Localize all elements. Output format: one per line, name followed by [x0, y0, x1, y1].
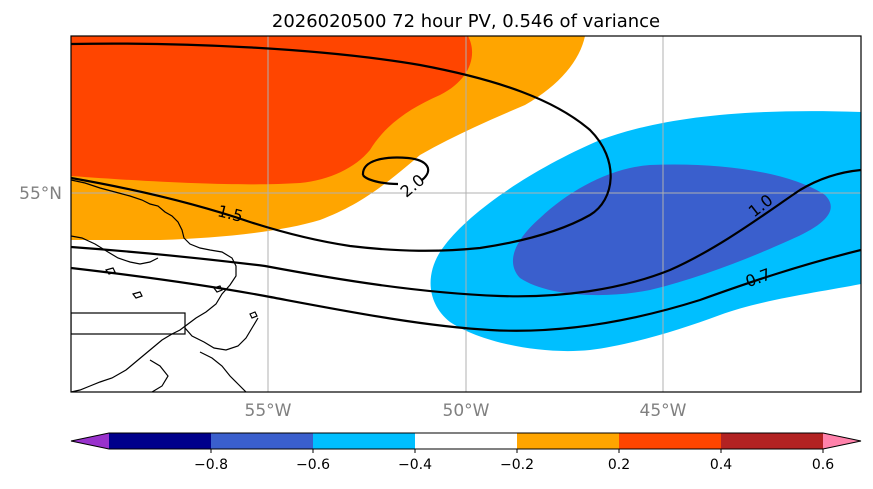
colorbar-outline — [70, 432, 862, 450]
coastline-labrador — [71, 179, 237, 392]
y-tick-label-55n: 55°N — [19, 184, 62, 204]
colorbar-tick-label: 0.4 — [710, 457, 732, 473]
map-frame — [70, 35, 862, 393]
colorbar-tick-label: −0.8 — [194, 457, 228, 473]
map-area: 2.0 1.5 1.0 0.7 — [71, 36, 861, 392]
colorbar-segment — [109, 433, 212, 449]
inset-box — [71, 312, 186, 335]
coastline-newfoundland — [184, 317, 259, 392]
colorbar-tick-label: −0.2 — [500, 457, 534, 473]
contour-line-2-0 — [361, 156, 430, 186]
colorbar-segment — [415, 433, 518, 449]
x-tick-label-50w: 50°W — [443, 401, 490, 421]
x-tick-label-45w: 45°W — [640, 401, 687, 421]
contour-lines — [71, 42, 861, 332]
coastline-nova-region — [149, 359, 169, 392]
island-3 — [213, 285, 223, 293]
colorbar-tick-label: −0.4 — [398, 457, 432, 473]
coastlines — [71, 179, 259, 392]
chart-title: 2026020500 72 hour PV, 0.546 of variance — [272, 11, 660, 32]
island-4 — [249, 311, 258, 319]
colorbar-extend-low — [71, 433, 109, 449]
colorbar-extend-high — [823, 433, 861, 449]
contour-line-0-7 — [71, 248, 861, 332]
contour-line-1-0 — [71, 168, 861, 298]
colorbar-tick-label: 0.2 — [608, 457, 630, 473]
negative-anomaly-core-fill — [512, 164, 831, 296]
contour-line-1-5-outer — [71, 42, 612, 252]
colorbar-tick-label: −0.6 — [296, 457, 330, 473]
positive-anomaly-core-fill — [71, 36, 473, 185]
island-2 — [131, 291, 143, 299]
x-tick-label-55w: 55°W — [245, 401, 292, 421]
colorbar-segment — [313, 433, 416, 449]
gridlines — [71, 36, 861, 392]
colorbar-segment — [211, 433, 314, 449]
colorbar: −0.8−0.6−0.4−0.20.20.40.60.8 — [70, 432, 862, 473]
colorbar-tick-label: 0.6 — [812, 457, 834, 473]
colorbar-segment — [721, 433, 824, 449]
colorbar-segment — [517, 433, 620, 449]
coastline-hudson-strait — [71, 235, 159, 265]
colorbar-segment — [619, 433, 722, 449]
